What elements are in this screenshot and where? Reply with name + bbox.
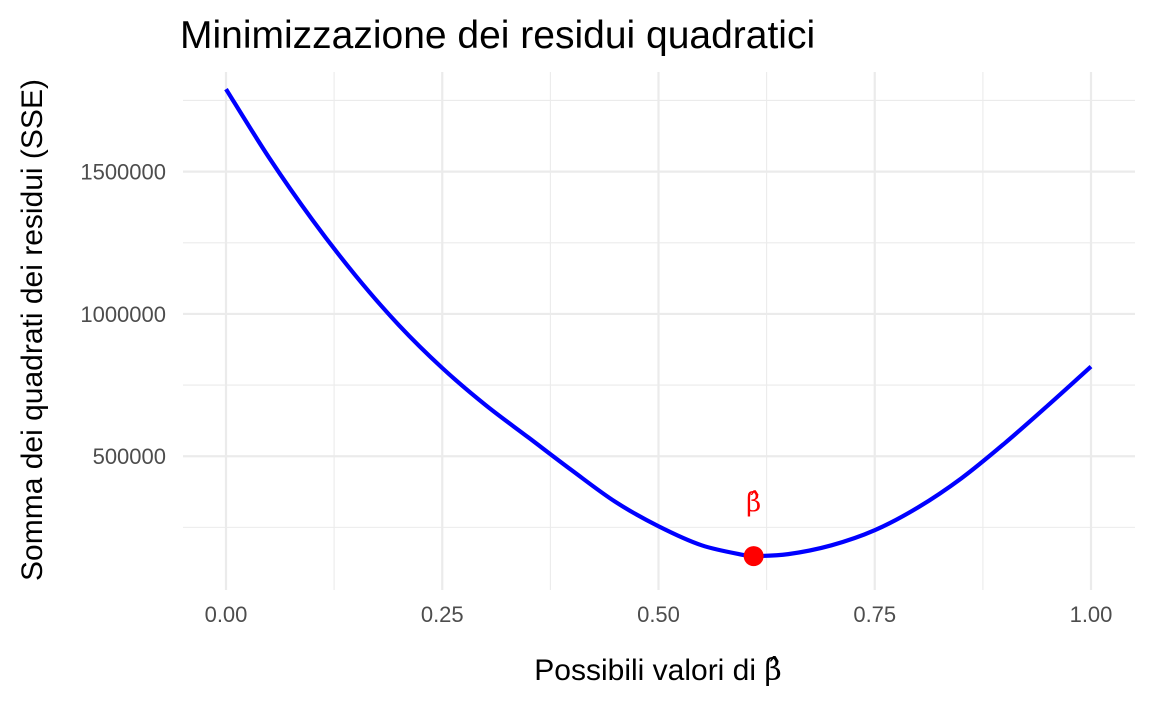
- sse-curve: [224, 87, 1093, 559]
- y-tick-label: 1500000: [80, 160, 166, 185]
- x-tick-label: 0.75: [853, 602, 896, 627]
- series-layer: β̂: [224, 87, 1093, 567]
- x-axis-ticks: 0.00 0.25 0.50 0.75 1.00: [205, 602, 1113, 627]
- x-tick-label: 0.50: [637, 602, 680, 627]
- x-axis-title-text: Possibili valori di: [534, 654, 756, 687]
- x-axis-title: Possibili valori di β̂: [534, 653, 781, 688]
- y-tick-label: 1000000: [80, 302, 166, 327]
- minimum-point: [743, 546, 764, 567]
- x-tick-label: 1.00: [1070, 602, 1113, 627]
- minimum-label: β̂: [746, 488, 761, 518]
- y-axis-title: Somma dei quadrati dei residui (SSE): [16, 79, 49, 581]
- y-tick-label: 500000: [93, 444, 166, 469]
- grid: [183, 72, 1135, 590]
- x-tick-label: 0.00: [205, 602, 248, 627]
- chart-title: Minimizzazione dei residui quadratici: [180, 14, 815, 57]
- x-axis-title-symbol: β̂: [764, 653, 781, 688]
- x-tick-label: 0.25: [421, 602, 464, 627]
- y-axis-ticks: 500000 1000000 1500000: [80, 160, 166, 470]
